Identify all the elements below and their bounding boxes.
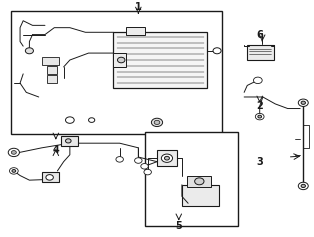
Bar [182,185,219,205]
Bar [113,53,126,67]
Text: 2: 2 [256,101,263,111]
Circle shape [117,57,125,63]
Circle shape [46,175,53,180]
Bar [42,172,59,182]
Circle shape [151,118,163,127]
Circle shape [12,169,16,172]
Circle shape [66,139,71,143]
Bar [113,32,207,88]
Circle shape [165,156,170,160]
Bar [157,150,177,166]
Circle shape [25,48,34,54]
Text: 4: 4 [52,145,59,155]
Circle shape [298,182,308,190]
Bar [61,136,78,146]
Circle shape [301,184,306,187]
Bar [11,12,222,134]
Text: 5: 5 [176,221,182,231]
Bar [187,176,211,187]
Circle shape [154,120,160,124]
Circle shape [161,154,173,162]
Circle shape [144,169,151,175]
Circle shape [8,148,19,157]
Bar [247,45,274,60]
Circle shape [301,101,306,104]
Bar [42,57,59,65]
Circle shape [141,164,148,169]
Circle shape [253,77,262,84]
Circle shape [258,115,262,118]
Circle shape [298,99,308,106]
Text: 3: 3 [256,157,263,167]
Bar [46,75,57,83]
Circle shape [11,150,16,154]
Circle shape [116,157,123,162]
Circle shape [89,118,95,122]
Circle shape [66,117,74,123]
Circle shape [9,168,18,174]
Circle shape [255,113,264,120]
Circle shape [195,178,204,185]
Text: 1: 1 [135,2,142,12]
Bar [46,66,57,74]
Circle shape [213,48,221,54]
Circle shape [135,158,142,163]
Bar [126,27,144,35]
Text: 6: 6 [256,30,263,40]
Bar [144,132,238,226]
